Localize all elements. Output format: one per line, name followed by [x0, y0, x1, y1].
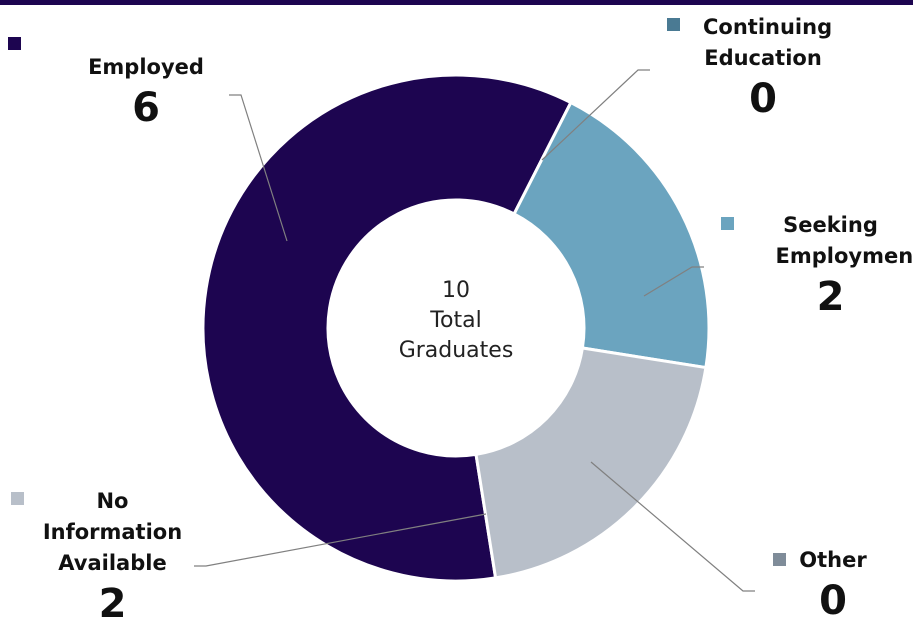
slice-employed — [201, 73, 573, 583]
legend-marker-no-information — [11, 492, 24, 505]
center-graduates-word: Graduates — [398, 338, 514, 363]
legend-marker-seeking-employment — [721, 217, 734, 230]
leader-line-continuing-education — [541, 69, 650, 161]
slice-seeking-employment — [512, 100, 711, 370]
data-label-no-information: No Information Available 2 — [42, 489, 183, 627]
leader-line-seeking-employment — [643, 266, 704, 297]
leader-line-other — [590, 461, 755, 592]
legend-marker-other — [773, 553, 786, 566]
center-total-value: 10 — [442, 278, 470, 303]
center-total-word: Total — [430, 308, 482, 333]
top-accent-bar — [0, 0, 913, 5]
leader-line-employed — [229, 94, 288, 242]
legend-marker-continuing-education — [667, 18, 680, 31]
data-label-employed: Employed 6 — [88, 55, 204, 131]
data-label-seeking-employment: Seeking Employment 2 — [775, 213, 913, 320]
slice-no-information — [474, 346, 708, 580]
data-label-other: Other 0 — [799, 548, 867, 624]
donut-center-label: 10 Total Graduates — [356, 276, 556, 366]
legend-marker-employed — [8, 37, 21, 50]
leader-line-no-information — [194, 513, 487, 567]
data-label-continuing-education: Continuing Education 0 — [703, 15, 833, 122]
